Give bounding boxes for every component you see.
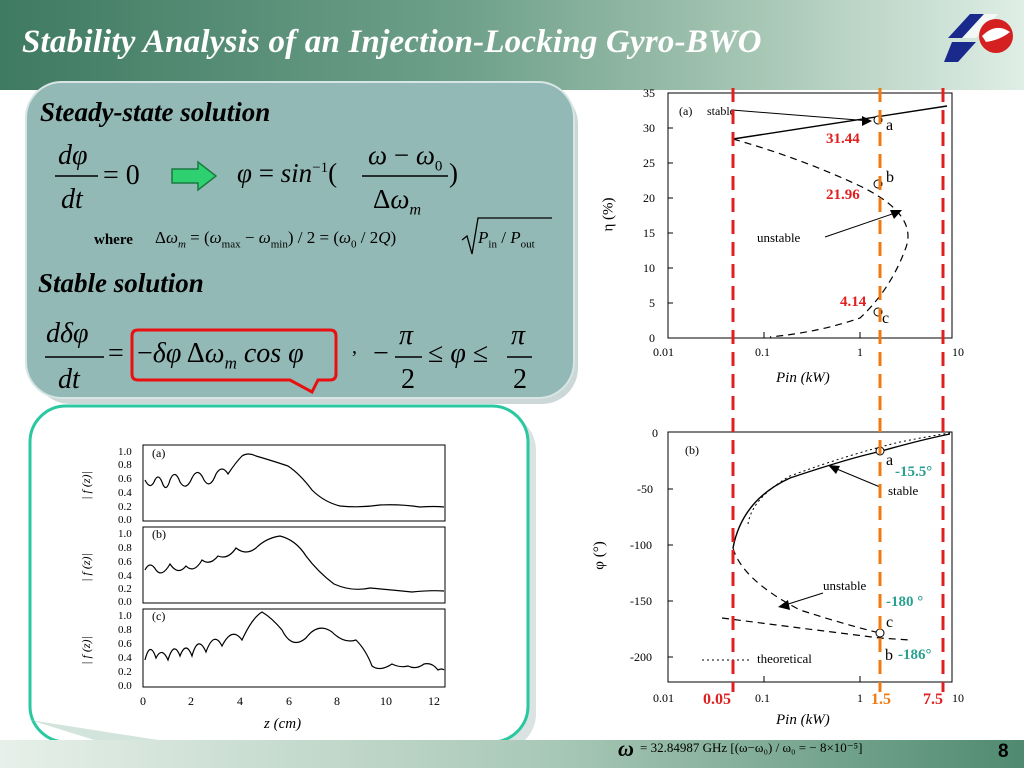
eta-value-c: 4.14 xyxy=(840,294,867,310)
phi-xlabel: Pin (kW) xyxy=(776,712,830,728)
phi-stable-label: stable xyxy=(888,483,919,498)
eta-xlabel: Pin (kW) xyxy=(776,370,830,386)
slide-title: Stability Analysis of an Injection-Locki… xyxy=(22,24,762,60)
delta-omega-definition: Δωm = (ωmax − ωmin) / 2 = (ω0 / 2Q) xyxy=(155,228,397,251)
phi-point-a: a xyxy=(886,452,894,469)
steady-state-heading: Steady-state solution xyxy=(40,97,271,127)
phi-point-c: c xyxy=(886,614,894,631)
phi-value-a: -15.5° xyxy=(895,464,933,480)
marker-1-5: 1.5 xyxy=(871,691,891,708)
phi-point-b: b xyxy=(885,647,893,664)
eta-point-a: a xyxy=(886,117,894,134)
eta-panel-label: (a) xyxy=(679,104,693,118)
phi-value-b: -186° xyxy=(898,647,932,663)
field-xlabel: z (cm) xyxy=(264,716,302,732)
footnote: = 32.84987 GHz [(ω−ω₀) / ω₀ = − 8×10⁻⁵] xyxy=(640,740,863,755)
phi-panel-label: (b) xyxy=(685,443,699,457)
eta-value-a: 31.44 xyxy=(826,131,860,147)
marker-0-05: 0.05 xyxy=(703,691,731,708)
footer-band xyxy=(0,740,1024,768)
phi-unstable-label: unstable xyxy=(823,578,867,593)
eta-value-b: 21.96 xyxy=(826,187,860,203)
page-number: 8 xyxy=(998,741,1009,762)
power-ratio: Pin / Pout xyxy=(478,228,535,251)
phi-legend-label: theoretical xyxy=(757,651,812,666)
phi-value-c: -180 ° xyxy=(886,594,924,610)
field-panel-b-label: (b) xyxy=(152,527,166,541)
field-panel-a-label: (a) xyxy=(152,446,166,460)
marker-7-5: 7.5 xyxy=(923,691,943,708)
field-panel-c-label: (c) xyxy=(152,609,166,623)
logo-icon xyxy=(944,14,1013,62)
stable-solution-heading: Stable solution xyxy=(38,268,204,298)
where-label: where xyxy=(94,232,133,248)
eta-stable-label: stable xyxy=(707,104,735,118)
omega-symbol: ω xyxy=(618,736,634,761)
eta-point-c: c xyxy=(882,310,890,327)
eta-unstable-label: unstable xyxy=(757,230,801,245)
title-banner xyxy=(0,0,1024,90)
eta-point-b: b xyxy=(886,169,894,186)
